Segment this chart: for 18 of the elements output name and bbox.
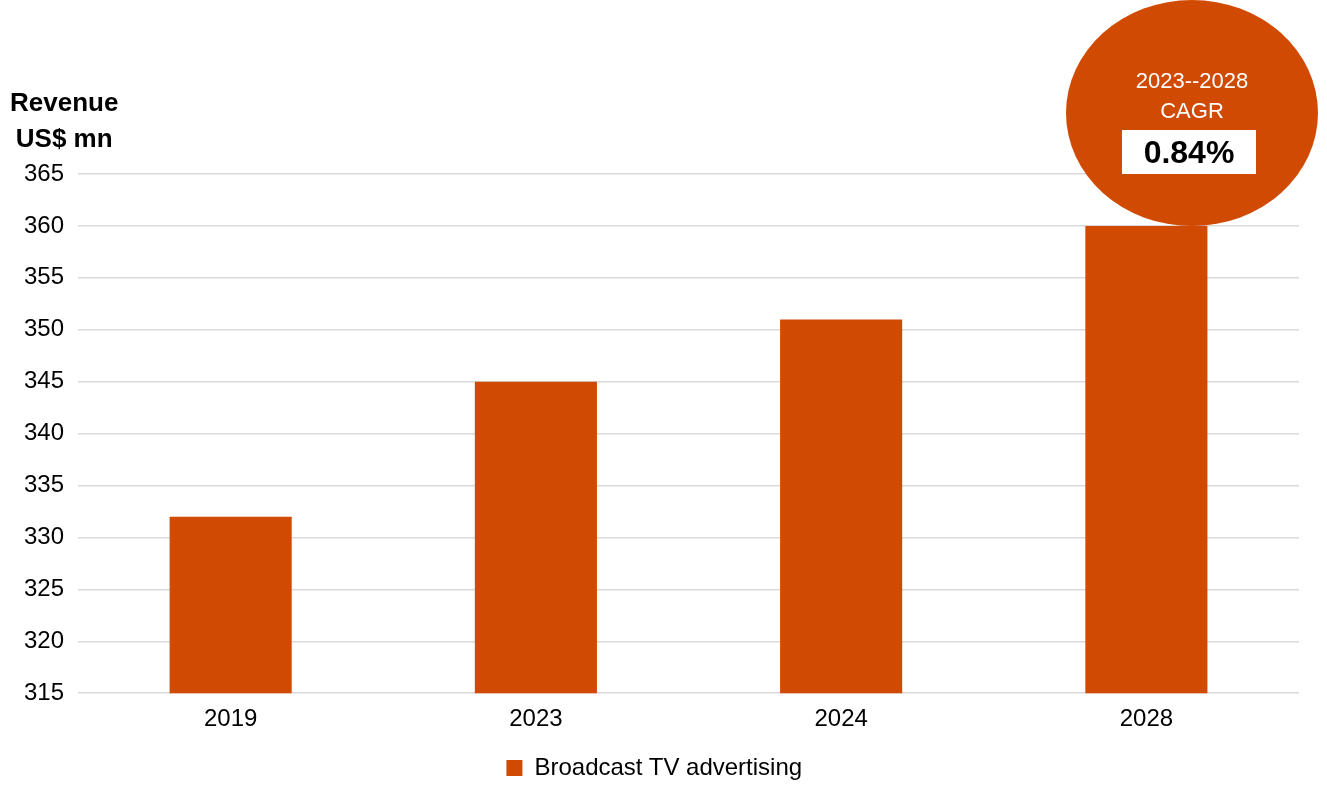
y-tick-label: 360 <box>24 210 65 238</box>
y-tick-label: 365 <box>24 158 65 186</box>
y-tick-label: 320 <box>24 625 65 653</box>
y-axis-title: Revenue US$ mn <box>10 86 119 155</box>
circle-badge: 2023--2028 CAGR 0.84% <box>1066 0 1318 226</box>
y-tick-label: 335 <box>24 470 65 498</box>
x-tick-label: 2028 <box>1119 704 1174 732</box>
y-tick-label: 340 <box>24 418 65 446</box>
legend-label: Broadcast TV advertising <box>534 752 803 780</box>
x-tick-label: 2019 <box>203 704 258 732</box>
y-tick-label: 330 <box>24 522 65 550</box>
y-tick-label: 345 <box>24 366 65 394</box>
y-tick-label: 315 <box>24 677 65 705</box>
y-tick-label: 350 <box>24 314 65 342</box>
y-tick-label: 355 <box>24 262 65 290</box>
x-tick-label: 2023 <box>509 704 563 732</box>
x-tick-label: 2024 <box>814 704 868 732</box>
y-tick-label: 325 <box>24 573 65 601</box>
